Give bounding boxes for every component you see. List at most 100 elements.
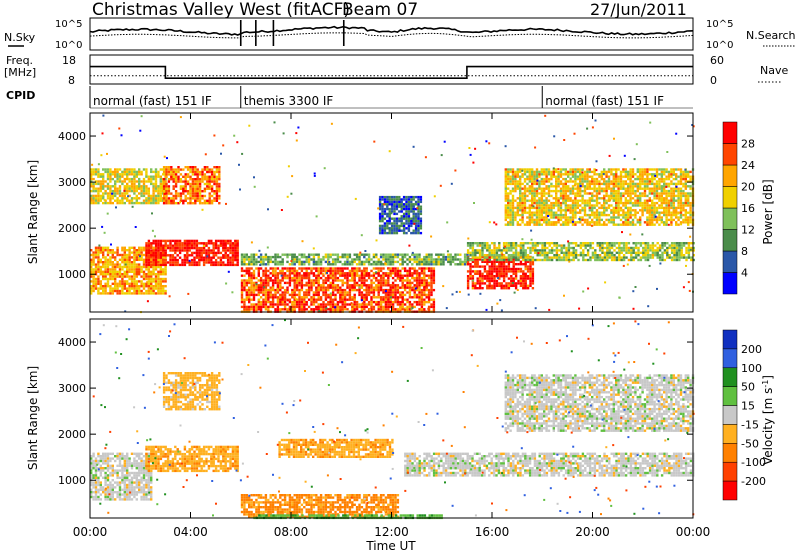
heatmap-cell [123,246,126,249]
heatmap-cell [90,185,93,188]
heatmap-cell [336,308,340,311]
heatmap-cell [668,256,671,259]
heatmap-cell [336,303,340,306]
heatmap-cell [406,269,409,273]
heatmap-cell [150,254,153,257]
heatmap-cell [264,298,268,301]
heatmap-cell [399,303,402,306]
heatmap-cell [524,254,527,257]
heatmap-cell [281,291,284,294]
heatmap-cell [407,212,411,216]
heatmap-cell [145,244,148,247]
heatmap-cell [293,286,296,289]
heatmap-cell [402,203,406,206]
heatmap-cell [358,258,361,261]
heatmap-cell [226,239,230,243]
heatmap-cell [178,239,182,243]
heatmap-cell [291,258,294,261]
heatmap-cell [322,267,325,270]
heatmap-cell [545,201,548,205]
heatmap-cell [402,227,406,230]
heatmap-cell [329,308,332,311]
heatmap-cell [606,251,609,254]
heatmap-cell [128,253,131,257]
heatmap-cell [588,185,591,188]
heatmap-cell [138,246,141,249]
heatmap-cell [423,274,426,277]
heatmap-cell [486,279,489,283]
heatmap-cell [401,308,404,311]
heatmap-cell [142,275,146,278]
heatmap-cell [231,244,235,247]
heatmap-cell [177,168,180,171]
heatmap-cell [413,296,416,299]
heatmap-cell [365,291,368,294]
heatmap-cell [90,175,93,178]
heatmap-cell [507,249,511,252]
heatmap-cell [257,291,260,294]
heatmap-cell [413,269,416,273]
heatmap-cell [198,202,202,205]
heatmap-cell [154,199,158,202]
heatmap-cell [250,308,253,311]
heatmap-cell [97,199,100,202]
heatmap-cell [236,251,239,255]
heatmap-cell [327,263,330,266]
heatmap-cell [128,287,131,290]
heatmap-cell [379,286,383,289]
heatmap-cell [229,239,232,243]
heatmap-cell [430,276,433,280]
heatmap-cell [546,254,549,257]
heatmap-cell [286,269,289,273]
heatmap-cell [388,231,391,235]
heatmap-cell [682,254,686,257]
freq-series-line [90,65,693,79]
heatmap-cell [586,204,589,207]
heatmap-cell [116,289,119,293]
heatmap-cell [432,274,436,277]
heatmap-cell [94,197,98,200]
heatmap-cell [145,249,148,252]
heatmap-cell [152,285,155,288]
heatmap-cell [413,272,416,275]
heatmap-cell [383,229,387,232]
heatmap-cell [474,287,477,290]
heatmap-cell [663,249,667,252]
heatmap-cell [322,293,325,297]
heatmap-cell [583,173,587,176]
heatmap-cell [140,253,143,257]
heatmap-cell [138,170,141,174]
heatmap-cell [231,263,235,267]
heatmap-cell [164,239,167,243]
heatmap-cell [145,275,148,278]
heatmap-cell [394,293,397,297]
heatmap-cell [114,187,117,190]
heatmap-cell [154,277,158,281]
heatmap-cell [346,274,349,277]
heatmap-cell [138,253,141,257]
heatmap-cell [552,216,555,219]
heatmap-cell [205,242,208,245]
heatmap-cell [363,276,366,280]
heatmap-cell [469,277,472,280]
heatmap-cell [481,287,484,290]
heatmap-cell [194,194,197,198]
heatmap-cell [394,253,397,256]
heatmap-cell [557,216,560,219]
heatmap-cell [341,281,344,285]
heatmap-cell [449,260,452,264]
heatmap-cell [169,258,172,262]
heatmap-cell [670,251,674,254]
heatmap-cell [243,308,246,311]
heatmap-cell [319,263,323,266]
heatmap-cell [634,254,638,257]
heatmap-cell [348,288,352,292]
heatmap-cell [541,251,544,254]
heatmap-cell [545,209,548,212]
heatmap-cell [504,182,507,186]
heatmap-cell [116,173,119,176]
heatmap-cell [90,270,93,273]
heatmap-cell [312,279,316,282]
heatmap-cell [355,269,359,273]
